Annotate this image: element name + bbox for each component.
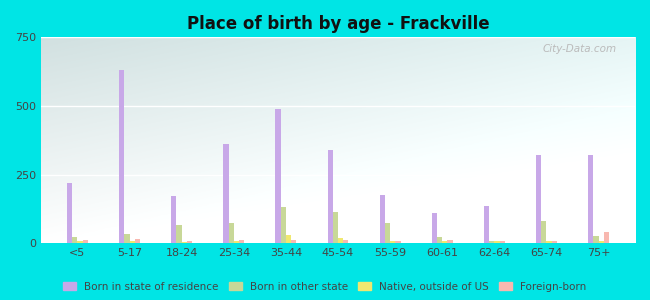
Bar xyxy=(281,208,286,243)
Bar xyxy=(547,241,552,243)
Bar xyxy=(187,241,192,243)
Bar xyxy=(593,236,599,243)
Bar xyxy=(588,155,593,243)
Bar xyxy=(604,232,609,243)
Legend: Born in state of residence, Born in other state, Native, outside of US, Foreign-: Born in state of residence, Born in othe… xyxy=(60,278,590,295)
Bar xyxy=(176,225,181,243)
Bar xyxy=(385,223,390,243)
Bar xyxy=(328,150,333,243)
Title: Place of birth by age - Frackville: Place of birth by age - Frackville xyxy=(187,15,489,33)
Bar xyxy=(395,241,400,243)
Text: City-Data.com: City-Data.com xyxy=(543,44,618,53)
Bar xyxy=(124,233,129,243)
Bar xyxy=(135,239,140,243)
Bar xyxy=(83,240,88,243)
Bar xyxy=(432,213,437,243)
Bar xyxy=(119,70,124,243)
Bar xyxy=(437,237,442,243)
Bar xyxy=(67,183,72,243)
Bar xyxy=(239,240,244,243)
Bar xyxy=(338,238,343,243)
Bar xyxy=(276,109,281,243)
Bar xyxy=(499,241,505,243)
Bar xyxy=(494,241,499,243)
Bar xyxy=(77,241,83,243)
Bar xyxy=(286,235,291,243)
Bar xyxy=(224,144,229,243)
Bar xyxy=(72,237,77,243)
Bar xyxy=(599,241,604,243)
Bar xyxy=(447,240,452,243)
Bar xyxy=(552,241,557,243)
Bar xyxy=(181,242,187,243)
Bar xyxy=(171,196,176,243)
Bar xyxy=(536,155,541,243)
Bar xyxy=(343,240,348,243)
Bar xyxy=(390,241,395,243)
Bar xyxy=(484,206,489,243)
Bar xyxy=(333,212,338,243)
Bar xyxy=(291,240,296,243)
Bar xyxy=(234,241,239,243)
Bar xyxy=(489,241,494,243)
Bar xyxy=(229,223,234,243)
Bar xyxy=(541,221,547,243)
Bar xyxy=(442,241,447,243)
Bar xyxy=(129,241,135,243)
Bar xyxy=(380,195,385,243)
